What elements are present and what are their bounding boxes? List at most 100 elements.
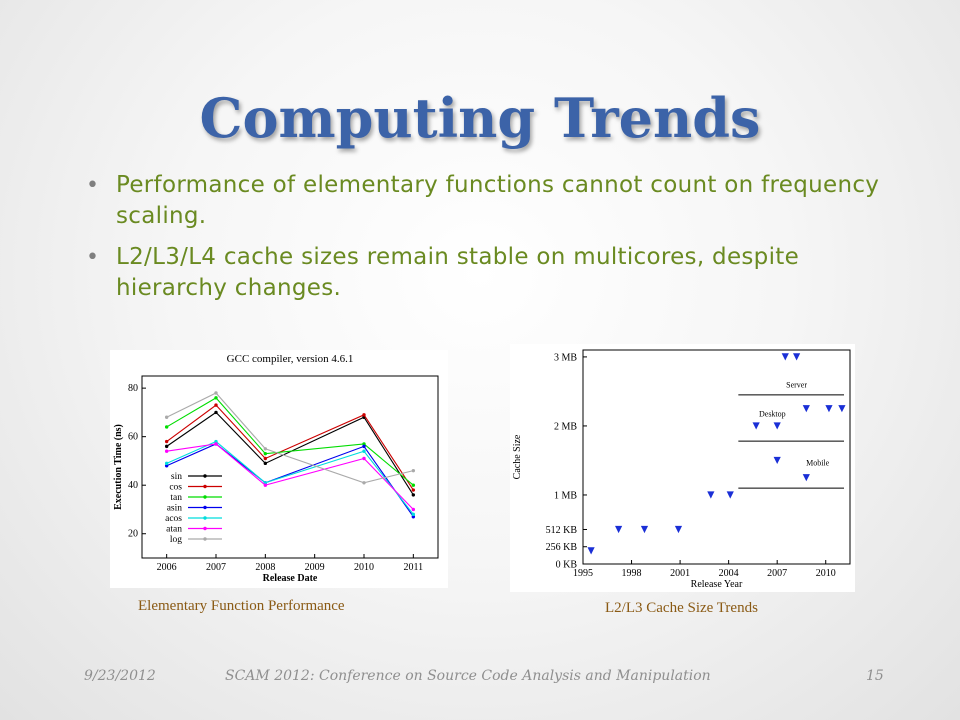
legend-label-asin: asin bbox=[167, 504, 183, 514]
y-axis-label: Execution Time (ns) bbox=[113, 424, 124, 510]
plot-frame bbox=[582, 349, 851, 565]
slide-title: Computing Trends bbox=[199, 86, 761, 150]
data-point-asin bbox=[164, 464, 169, 468]
bullet-item: • Performance of elementary functions can… bbox=[84, 170, 914, 232]
y-tick-label: 256 KB bbox=[546, 542, 578, 553]
left-chart-caption: Elementary Function Performance bbox=[138, 598, 345, 614]
cache-data-point bbox=[773, 456, 781, 465]
cache-data-point bbox=[838, 405, 846, 413]
data-point-acos bbox=[362, 449, 366, 453]
data-point-atan bbox=[411, 507, 416, 512]
y-tick-label: 40 bbox=[128, 480, 138, 491]
data-point-asin bbox=[362, 444, 366, 449]
y-tick-label: 512 KB bbox=[546, 525, 578, 536]
category-label: Mobile bbox=[806, 459, 830, 468]
series-line-cos bbox=[166, 404, 414, 491]
legend-marker-log bbox=[203, 537, 207, 541]
bullet-icon: • bbox=[86, 245, 100, 270]
legend-marker-tan bbox=[203, 495, 207, 499]
cache-data-point bbox=[640, 525, 649, 534]
y-tick-label: 0 KB bbox=[556, 560, 578, 571]
data-point-sin bbox=[411, 493, 416, 497]
cache-data-point bbox=[802, 405, 810, 413]
footer-page-number: 15 bbox=[866, 668, 884, 684]
y-tick-label: 20 bbox=[128, 529, 138, 540]
footer-conference: SCAM 2012: Conference on Source Code Ana… bbox=[225, 668, 711, 684]
data-point-cos bbox=[214, 403, 218, 407]
elementary-function-chart: GCC compiler, version 4.6.1 20 40 60 80 2006 2… bbox=[110, 350, 448, 588]
bullet-text: Performance of elementary functions cann… bbox=[116, 172, 880, 229]
bullet-icon: • bbox=[86, 173, 100, 198]
legend-marker-acos bbox=[203, 516, 207, 520]
bullet-list: • Performance of elementary functions can… bbox=[84, 170, 914, 314]
x-tick-label: 2011 bbox=[404, 562, 424, 573]
data-point-cos bbox=[411, 488, 416, 492]
legend-marker-sin bbox=[203, 474, 207, 478]
data-point-atan bbox=[164, 449, 169, 453]
x-tick-label: 2004 bbox=[719, 568, 739, 579]
y-tick-label: 1 MB bbox=[554, 490, 577, 501]
data-point-log bbox=[411, 468, 416, 473]
y-tick-label: 3 MB bbox=[554, 352, 577, 363]
data-point-atan bbox=[214, 442, 218, 446]
data-point-atan bbox=[263, 483, 268, 487]
x-tick-label: 2010 bbox=[816, 568, 836, 579]
scatter-chart-svg: 0 KB 256 KB 512 KB 1 MB 2 MB 3 MB 1995 1998 2001… bbox=[512, 349, 851, 590]
data-point-log bbox=[214, 391, 218, 395]
data-point-sin bbox=[214, 410, 218, 415]
legend-label-acos: acos bbox=[165, 514, 182, 524]
x-axis-label: Release Date bbox=[263, 573, 318, 584]
data-point-tan bbox=[164, 425, 169, 429]
data-point-acos bbox=[164, 461, 169, 466]
legend-label-cos: cos bbox=[169, 483, 182, 493]
legend-marker-cos bbox=[203, 484, 207, 489]
data-point-acos bbox=[411, 512, 416, 517]
bullet-item: • L2/L3/L4 cache sizes remain stable on m… bbox=[84, 242, 914, 304]
cache-data-point bbox=[707, 491, 715, 499]
y-tick-label: 2 MB bbox=[554, 421, 577, 432]
x-tick-label: 2009 bbox=[305, 562, 325, 573]
data-point-sin bbox=[263, 461, 268, 466]
data-point-cos bbox=[164, 439, 169, 444]
data-point-atan bbox=[362, 456, 366, 461]
data-point-acos bbox=[263, 481, 268, 485]
category-label: Desktop bbox=[759, 410, 786, 419]
cache-data-point bbox=[825, 405, 833, 413]
y-axis-label: Cache Size bbox=[512, 434, 523, 479]
cache-data-point bbox=[773, 422, 781, 430]
data-point-tan bbox=[214, 396, 218, 400]
data-point-log bbox=[263, 447, 268, 451]
cache-data-point bbox=[726, 491, 734, 499]
x-tick-label: 1995 bbox=[573, 568, 593, 579]
data-point-cos bbox=[263, 456, 268, 461]
data-point-log bbox=[362, 481, 366, 485]
legend-label-atan: atan bbox=[166, 525, 182, 535]
x-tick-label: 2010 bbox=[354, 562, 374, 573]
legend-marker-atan bbox=[203, 526, 207, 531]
line-chart-svg: GCC compiler, version 4.6.1 20 40 60 80 2006 2… bbox=[113, 353, 439, 584]
legend-marker-asin bbox=[203, 505, 207, 510]
series-line-log bbox=[166, 392, 414, 484]
cache-data-point bbox=[587, 547, 595, 555]
legend-label-sin: sin bbox=[171, 472, 182, 482]
right-chart-caption: L2/L3 Cache Size Trends bbox=[605, 600, 758, 616]
x-tick-label: 2001 bbox=[670, 568, 690, 579]
category-label: Server bbox=[786, 381, 807, 390]
x-tick-label: 1998 bbox=[622, 568, 642, 579]
cache-data-point bbox=[781, 353, 789, 361]
data-point-tan bbox=[362, 442, 366, 446]
series-line-tan bbox=[166, 397, 414, 486]
x-tick-label: 2006 bbox=[157, 562, 177, 573]
x-axis-label: Release Year bbox=[691, 579, 743, 590]
data-point-cos bbox=[362, 413, 366, 417]
data-point-tan bbox=[263, 451, 268, 456]
data-point-log bbox=[164, 415, 169, 419]
x-tick-label: 2007 bbox=[206, 562, 226, 573]
data-point-acos bbox=[214, 439, 218, 444]
cache-data-point bbox=[674, 525, 683, 534]
data-point-asin bbox=[411, 515, 416, 519]
cache-data-point bbox=[802, 474, 810, 482]
cache-data-point bbox=[615, 525, 623, 534]
footer-date: 9/23/2012 bbox=[84, 668, 156, 684]
cache-data-point bbox=[793, 353, 801, 361]
